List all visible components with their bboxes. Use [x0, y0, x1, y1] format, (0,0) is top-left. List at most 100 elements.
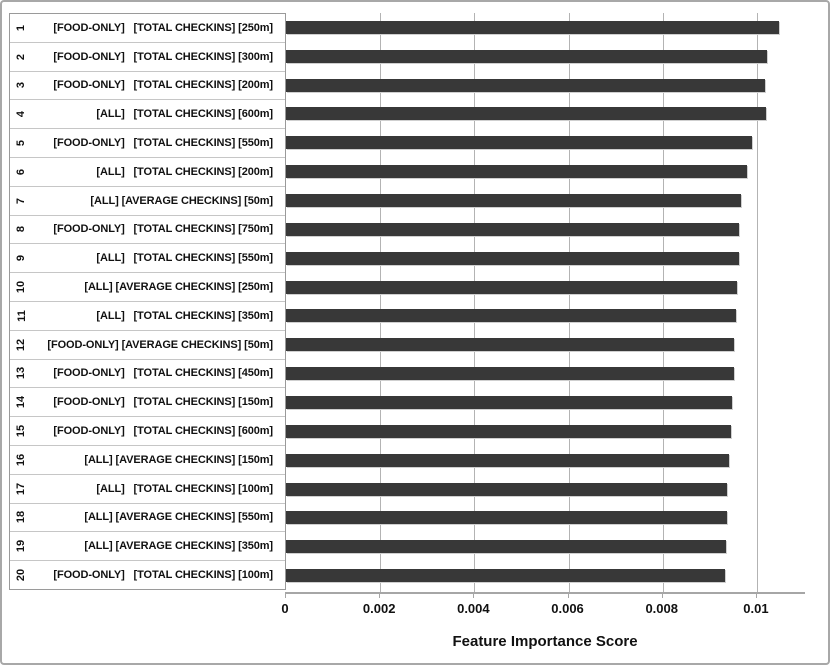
feature-rank-cell: 15	[10, 417, 33, 445]
x-axis-tick-label: 0.004	[457, 601, 490, 616]
importance-bar	[286, 20, 779, 34]
feature-rank: 13	[15, 367, 28, 380]
feature-label: [ALL] [TOTAL CHECKINS] [200m]	[96, 165, 273, 178]
feature-label: [FOOD-ONLY] [TOTAL CHECKINS] [600m]	[53, 425, 273, 438]
x-axis-tick	[755, 592, 757, 598]
feature-rank: 11	[15, 310, 28, 322]
feature-rank-cell: 19	[10, 532, 33, 560]
feature-row: 15 [FOOD-ONLY] [TOTAL CHECKINS] [600m]	[10, 417, 285, 446]
feature-row: 17 [ALL] [TOTAL CHECKINS] [100m]	[10, 475, 285, 504]
feature-rank: 5	[15, 140, 28, 147]
feature-rank-cell: 11	[10, 302, 33, 330]
feature-row: 16 [ALL] [AVERAGE CHECKINS] [150m]	[10, 446, 285, 475]
feature-rank: 2	[15, 53, 28, 60]
feature-rank: 16	[15, 453, 28, 466]
feature-rank: 10	[15, 280, 28, 294]
feature-row: 13 [FOOD-ONLY] [TOTAL CHECKINS] [450m]	[10, 360, 285, 389]
feature-rank: 17	[15, 482, 28, 495]
feature-rank: 8	[15, 226, 28, 233]
importance-bar	[286, 78, 766, 92]
importance-bar	[286, 222, 740, 236]
feature-label: [ALL] [TOTAL CHECKINS] [550m]	[96, 252, 273, 265]
feature-rank-cell: 20	[10, 561, 33, 589]
feature-label: [ALL] [AVERAGE CHECKINS] [550m]	[84, 511, 273, 524]
gridline	[568, 13, 570, 592]
feature-rank-cell: 5	[10, 129, 33, 157]
feature-row: 19 [ALL] [AVERAGE CHECKINS] [350m]	[10, 532, 285, 562]
x-axis-tick	[379, 592, 381, 598]
feature-row: 9 [ALL] [TOTAL CHECKINS] [550m]	[10, 244, 285, 274]
feature-label: [ALL] [AVERAGE CHECKINS] [50m]	[90, 194, 273, 207]
feature-row: 2 [FOOD-ONLY] [TOTAL CHECKINS] [300m]	[10, 43, 285, 72]
feature-rank-cell: 16	[10, 446, 33, 474]
feature-label: [ALL] [AVERAGE CHECKINS] [150m]	[84, 453, 273, 466]
feature-rank: 3	[15, 82, 28, 89]
feature-row: 14 [FOOD-ONLY] [TOTAL CHECKINS] [150m]	[10, 388, 285, 418]
feature-rank-cell: 2	[10, 43, 33, 71]
feature-row: 11 [ALL] [TOTAL CHECKINS] [350m]	[10, 302, 285, 331]
importance-bar	[286, 482, 728, 496]
feature-label: [ALL] [TOTAL CHECKINS] [100m]	[96, 482, 273, 495]
feature-row: 8 [FOOD-ONLY] [TOTAL CHECKINS] [750m]	[10, 216, 285, 245]
x-axis-tick-label: 0	[281, 601, 289, 616]
feature-rank-cell: 9	[10, 244, 33, 272]
feature-row: 7 [ALL] [AVERAGE CHECKINS] [50m]	[10, 187, 285, 216]
feature-row: 6 [ALL] [TOTAL CHECKINS] [200m]	[10, 158, 285, 187]
feature-label: [FOOD-ONLY] [TOTAL CHECKINS] [100m]	[53, 569, 273, 582]
feature-rank: 15	[15, 424, 28, 438]
plot-area	[286, 13, 804, 592]
x-axis-tick-label: 0.01	[743, 601, 769, 616]
feature-label: [FOOD-ONLY] [TOTAL CHECKINS] [250m]	[53, 21, 273, 34]
feature-row: 18 [ALL] [AVERAGE CHECKINS] [550m]	[10, 504, 285, 533]
feature-rank-cell: 7	[10, 187, 33, 215]
feature-rank-cell: 13	[10, 360, 33, 388]
feature-rank: 4	[15, 111, 28, 118]
importance-bar	[286, 165, 748, 179]
importance-bar	[286, 309, 736, 323]
feature-label: [FOOD-ONLY] [TOTAL CHECKINS] [150m]	[53, 396, 273, 409]
feature-row: 1 [FOOD-ONLY] [TOTAL CHECKINS] [250m]	[10, 14, 285, 43]
importance-bar	[286, 424, 731, 438]
feature-row: 4 [ALL] [TOTAL CHECKINS] [600m]	[10, 100, 285, 130]
feature-rank-cell: 14	[10, 388, 33, 416]
feature-label: [FOOD-ONLY] [TOTAL CHECKINS] [450m]	[53, 367, 273, 380]
feature-row: 20 [FOOD-ONLY] [TOTAL CHECKINS] [100m]	[10, 561, 285, 589]
feature-rank-cell: 10	[10, 273, 33, 301]
x-axis-tick	[567, 592, 569, 598]
feature-rank: 18	[15, 511, 28, 524]
feature-label: [ALL] [AVERAGE CHECKINS] [250m]	[84, 281, 273, 294]
feature-rank-cell: 17	[10, 475, 33, 503]
feature-label: [FOOD-ONLY] [TOTAL CHECKINS] [550m]	[53, 137, 273, 150]
feature-rank-cell: 1	[10, 14, 33, 42]
feature-label: [FOOD-ONLY] [AVERAGE CHECKINS] [50m]	[47, 338, 273, 351]
importance-bar	[286, 453, 729, 467]
feature-rank-cell: 18	[10, 504, 33, 532]
feature-row: 5 [FOOD-ONLY] [TOTAL CHECKINS] [550m]	[10, 129, 285, 158]
importance-bar	[286, 395, 733, 409]
importance-bar	[286, 136, 752, 150]
feature-rank: 7	[15, 197, 28, 204]
feature-label: [FOOD-ONLY] [TOTAL CHECKINS] [750m]	[53, 223, 273, 236]
x-axis-tick-label: 0.008	[645, 601, 678, 616]
feature-label: [FOOD-ONLY] [TOTAL CHECKINS] [200m]	[53, 79, 273, 92]
feature-row: 3 [FOOD-ONLY] [TOTAL CHECKINS] [200m]	[10, 72, 285, 101]
feature-row: 12 [FOOD-ONLY] [AVERAGE CHECKINS] [50m]	[10, 331, 285, 360]
x-axis-tick-label: 0.002	[362, 601, 396, 616]
feature-row: 10 [ALL] [AVERAGE CHECKINS] [250m]	[10, 273, 285, 302]
importance-bar	[286, 280, 738, 294]
feature-label: [FOOD-ONLY] [TOTAL CHECKINS] [300m]	[53, 50, 273, 63]
importance-bar	[286, 194, 742, 208]
feature-rank: 19	[15, 540, 28, 553]
feature-label: [ALL] [TOTAL CHECKINS] [600m]	[96, 108, 273, 121]
importance-bar	[286, 338, 735, 352]
feature-rank-cell: 3	[10, 72, 33, 100]
importance-bar	[286, 107, 766, 121]
importance-bar	[286, 511, 727, 525]
feature-rank: 6	[15, 168, 28, 175]
gridline	[380, 13, 382, 592]
importance-bar	[286, 569, 726, 583]
x-axis-tick	[661, 592, 663, 598]
x-axis-tick-label: 0.006	[551, 601, 584, 616]
importance-bar	[286, 251, 739, 265]
